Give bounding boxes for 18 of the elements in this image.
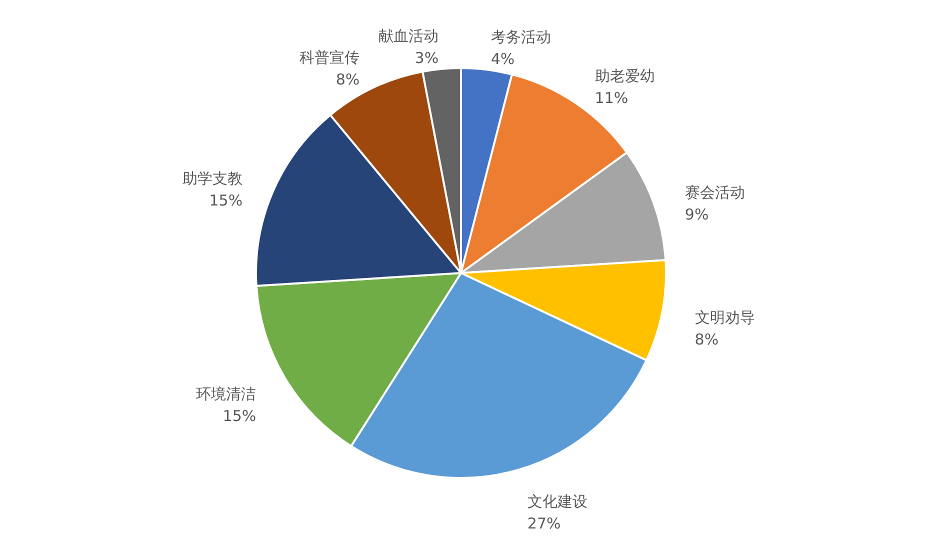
data-label: 15% xyxy=(222,407,256,426)
slice-label: 助学支教 xyxy=(182,169,243,188)
data-label: 8% xyxy=(694,330,719,349)
data-label: 8% xyxy=(336,70,360,89)
data-label: 27% xyxy=(527,514,561,533)
slice-label: 文化建设 xyxy=(527,492,588,511)
data-label: 9% xyxy=(684,205,709,224)
data-label: 11% xyxy=(594,89,628,108)
slice-label: 助老爱幼 xyxy=(594,67,655,86)
slice-label: 考务活动 xyxy=(490,28,551,46)
slice-label: 文明劝导 xyxy=(694,308,755,327)
slice-label: 献血活动 xyxy=(378,27,439,46)
data-label: 4% xyxy=(490,50,515,68)
slice-label: 科普宣传 xyxy=(300,48,360,67)
data-label: 15% xyxy=(209,191,243,210)
data-label: 3% xyxy=(414,49,439,68)
slice-label: 赛会活动 xyxy=(684,183,745,202)
slice-label: 环境清洁 xyxy=(196,385,256,404)
